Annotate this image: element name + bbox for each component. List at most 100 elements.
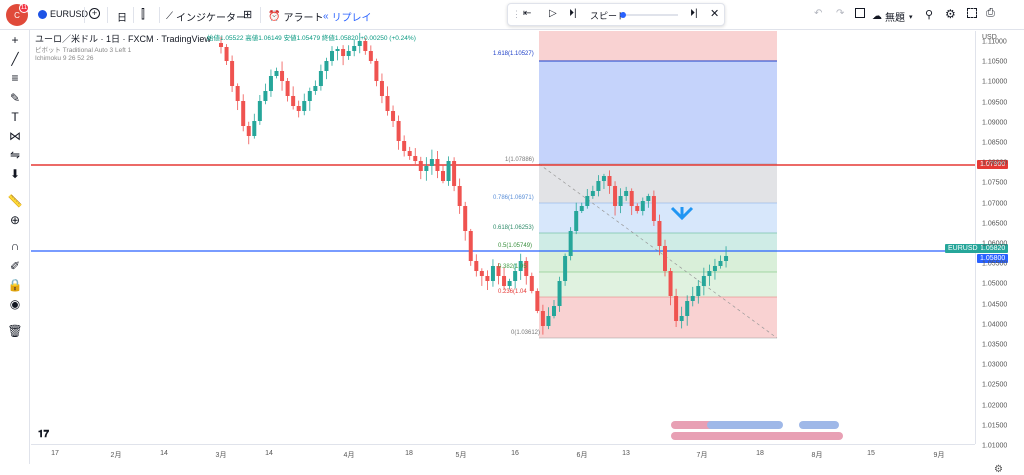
magnet-icon[interactable]: ∩ [10,239,20,253]
alert-button[interactable]: ⏰ アラート [268,9,323,24]
ohlc-text: 始値1.05522 高値1.06149 安値1.05479 終値1.05820 … [207,35,416,42]
price-tick: 1.09500 [982,99,1008,107]
measure-icon[interactable]: ⇋ [9,148,21,162]
candle-body [230,61,235,86]
candle-body [396,121,401,141]
price-tick: 1.08500 [982,139,1008,147]
chart-legend-pair[interactable]: ユーロ／米ドル · 1日 · FXCM · TradingView [35,32,211,45]
jump-to-icon[interactable]: ⇤ [523,8,532,19]
candle-body [302,101,307,111]
ichimoku-indicator-label[interactable]: Ichimoku 9 26 52 26 [35,55,94,62]
undo-button[interactable]: ↶ [814,8,822,19]
time-tick: 15 [867,450,875,457]
ruler-icon[interactable]: 📏 [7,194,23,208]
redo-button[interactable]: ↷ [836,8,844,19]
avatar-text: C [14,10,20,20]
layout-icon: ⊞ [243,9,253,21]
lock-drawing-icon[interactable]: ✐ [9,259,21,273]
zoom-icon[interactable]: ⊕ [9,213,21,227]
currency-label[interactable]: USD [982,34,997,41]
candle-body [485,276,490,281]
candle-body [235,86,240,101]
fib-0618-text: 0.618(1.06253) [493,225,534,231]
layout-button[interactable]: ⊞ [243,8,252,21]
layout-name-button[interactable]: ☁ 無題 ▾ [872,9,913,24]
interval-button[interactable]: 日 [117,9,127,24]
pivot-indicator-label[interactable]: ピボット Traditional Auto 3 Left 1 [35,44,131,54]
time-tick: 13 [622,450,630,457]
candle-body [463,206,468,231]
price-tick: 1.01000 [982,442,1008,450]
end-replay-icon[interactable]: ⏵| [690,8,698,19]
symbol-tag: EURUSD [945,244,981,253]
alert-icon: ⏰ [268,11,281,22]
speed-slider-knob[interactable] [620,12,626,18]
search-button[interactable]: ⚲ [925,8,933,21]
candle-body [585,196,590,206]
symbol-search[interactable]: EURUSD [38,9,88,19]
price-chart[interactable] [31,31,975,444]
notification-badge: 11 [19,3,29,13]
plus-icon: + [89,8,100,19]
candle-body [601,176,606,181]
candle-body [257,101,262,121]
play-icon[interactable]: ▷ [549,8,557,19]
price-tick: 1.06000 [982,240,1008,248]
price-tick: 1.02500 [982,381,1008,389]
price-axis[interactable]: USD 1.07900 1.05820 1.05800 ⚙ 1.11000 1.1… [975,31,1024,475]
replay-button[interactable]: «リプレイ [323,9,372,24]
camera-icon: ⎙ [986,7,995,19]
candle-body [385,96,390,111]
price-tick: 1.07500 [982,179,1008,187]
time-tick: 14 [265,450,273,457]
trendline-icon[interactable]: ╱ [11,52,19,66]
crosshair-icon[interactable]: + [11,33,19,47]
candle-body [219,43,223,47]
candle-body [546,316,551,326]
brush-icon[interactable]: ✎ [9,91,21,105]
alert-label: アラート [283,13,324,24]
drag-handle-icon[interactable]: ⋮ [512,9,521,19]
settings-gear-icon[interactable]: ⚙ [994,464,1003,475]
price-tick: 1.03000 [982,361,1008,369]
cloud-icon: ☁ [872,11,882,22]
text-icon[interactable]: T [11,110,19,124]
time-tick: 14 [160,450,168,457]
candle-body [646,196,651,201]
layout-toggle[interactable] [855,8,865,18]
candle-body [651,196,656,221]
indicators-button[interactable]: ⟋ インジケーター [166,9,246,24]
lock-icon[interactable]: 🔒 [7,278,23,292]
candle-body [535,291,540,311]
arrow-icon[interactable]: ⬇ [9,167,21,181]
pattern-icon[interactable]: ⋈ [9,129,21,143]
fib-label-1618: 1.618(1.10527) [493,51,534,57]
chart-pane[interactable]: ユーロ／米ドル · 1日 · FXCM · TradingView 始値1.05… [31,31,975,444]
current-price: 1.05820 [980,245,1006,252]
candle-body [246,126,251,136]
time-axis[interactable]: 17 2月 14 3月 14 4月 18 5月 16 6月 13 7月 18 8月 15 9月 [31,444,975,464]
candle-body [657,221,662,246]
snapshot-button[interactable]: ⎙ [986,7,995,20]
candle-body [712,266,717,271]
speed-slider[interactable] [620,12,678,18]
close-icon[interactable]: ✕ [710,8,720,20]
fib-0382-text: 0.382(1.05 [498,264,527,270]
resistance-price: 1.07900 [980,161,1006,168]
candle-body [252,121,257,136]
price-tick: 1.05000 [982,280,1008,288]
candle-body [685,301,690,316]
add-symbol-button[interactable]: + [89,8,100,19]
flag-icon [38,9,47,19]
trash-icon[interactable]: 🗑 [7,324,23,338]
settings-button[interactable]: ⚙ [945,7,956,21]
chart-type-button[interactable]: ⫿ [141,7,145,22]
search-icon: ⚲ [925,9,934,21]
step-forward-icon[interactable]: ⏵| [569,8,577,19]
eye-icon[interactable]: ◉ [9,297,21,311]
candle-body [479,271,484,276]
fullscreen-button[interactable] [967,8,977,18]
symbol-tag-text: EURUSD [948,245,978,252]
fib-icon[interactable]: ≡ [11,71,19,85]
fib-1618-text: 1.618(1.10527) [493,51,534,57]
